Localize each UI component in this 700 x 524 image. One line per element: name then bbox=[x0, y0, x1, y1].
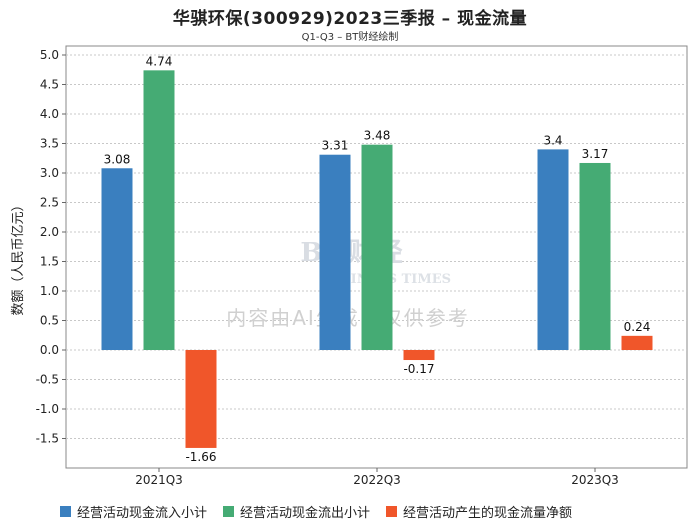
legend-label: 经营活动现金流入小计 bbox=[77, 506, 208, 521]
x-tick-label: 2023Q3 bbox=[571, 473, 619, 487]
data-label: -0.17 bbox=[403, 362, 434, 376]
bar-chart: 5.0 4.5 4.0 3.5 3.0 2.5 2.0 1.5 1.0 0.5 0.0 -0.5 -1.… bbox=[11, 45, 688, 487]
data-label: 3.17 bbox=[582, 147, 609, 161]
y-tick-label: -1.0 bbox=[36, 402, 59, 416]
bar bbox=[319, 154, 351, 350]
y-tick-label: 4.5 bbox=[40, 78, 59, 92]
y-tick-label: 0.5 bbox=[40, 314, 59, 328]
data-label: -1.66 bbox=[185, 450, 216, 464]
bar bbox=[537, 149, 569, 350]
y-tick-label: 2.0 bbox=[40, 225, 59, 239]
legend-label: 经营活动产生的现金流量净额 bbox=[403, 506, 573, 521]
legend: 经营活动现金流入小计 经营活动现金流出小计 经营活动产生的现金流量净额 bbox=[60, 502, 572, 521]
bar bbox=[185, 350, 217, 448]
data-label: 3.48 bbox=[364, 129, 391, 143]
legend-item-net[interactable]: 经营活动产生的现金流量净额 bbox=[386, 502, 572, 521]
chart-title: 华骐环保(300929)2023三季报 – 现金流量 bbox=[172, 9, 528, 29]
bar bbox=[403, 350, 435, 361]
bar bbox=[143, 70, 175, 350]
y-tick-label: 4.0 bbox=[40, 107, 59, 121]
legend-swatch bbox=[386, 506, 398, 517]
y-tick-label: 1.5 bbox=[40, 255, 59, 269]
legend-item-outflow[interactable]: 经营活动现金流出小计 bbox=[223, 502, 370, 521]
y-tick-label: 3.0 bbox=[40, 166, 59, 180]
y-tick-label: 0.0 bbox=[40, 343, 59, 357]
bar bbox=[361, 144, 393, 350]
y-axis-label: 数额（人民币亿元） bbox=[11, 198, 26, 315]
y-tick-label: -1.5 bbox=[36, 432, 59, 446]
legend-label: 经营活动现金流出小计 bbox=[240, 506, 371, 521]
chart-subtitle: Q1-Q3 – BT财经绘制 bbox=[301, 32, 399, 43]
legend-swatch bbox=[60, 506, 71, 517]
y-tick-label: 1.0 bbox=[40, 284, 59, 298]
legend-item-inflow[interactable]: 经营活动现金流入小计 bbox=[60, 502, 207, 521]
bar bbox=[101, 168, 133, 350]
x-tick-label: 2022Q3 bbox=[353, 473, 401, 487]
y-tick-label: 5.0 bbox=[40, 48, 59, 62]
bar bbox=[621, 335, 653, 350]
y-tick-label: -0.5 bbox=[36, 373, 59, 387]
bar bbox=[579, 162, 611, 350]
y-tick-label: 2.5 bbox=[40, 196, 59, 210]
y-tick-label: 3.5 bbox=[40, 137, 59, 151]
x-tick-label: 2021Q3 bbox=[135, 473, 183, 487]
data-label: 3.31 bbox=[322, 139, 349, 153]
legend-swatch bbox=[223, 506, 235, 517]
data-label: 4.74 bbox=[146, 54, 173, 68]
data-label: 0.24 bbox=[624, 320, 651, 334]
data-label: 3.08 bbox=[104, 152, 131, 166]
data-label: 3.4 bbox=[543, 133, 562, 147]
